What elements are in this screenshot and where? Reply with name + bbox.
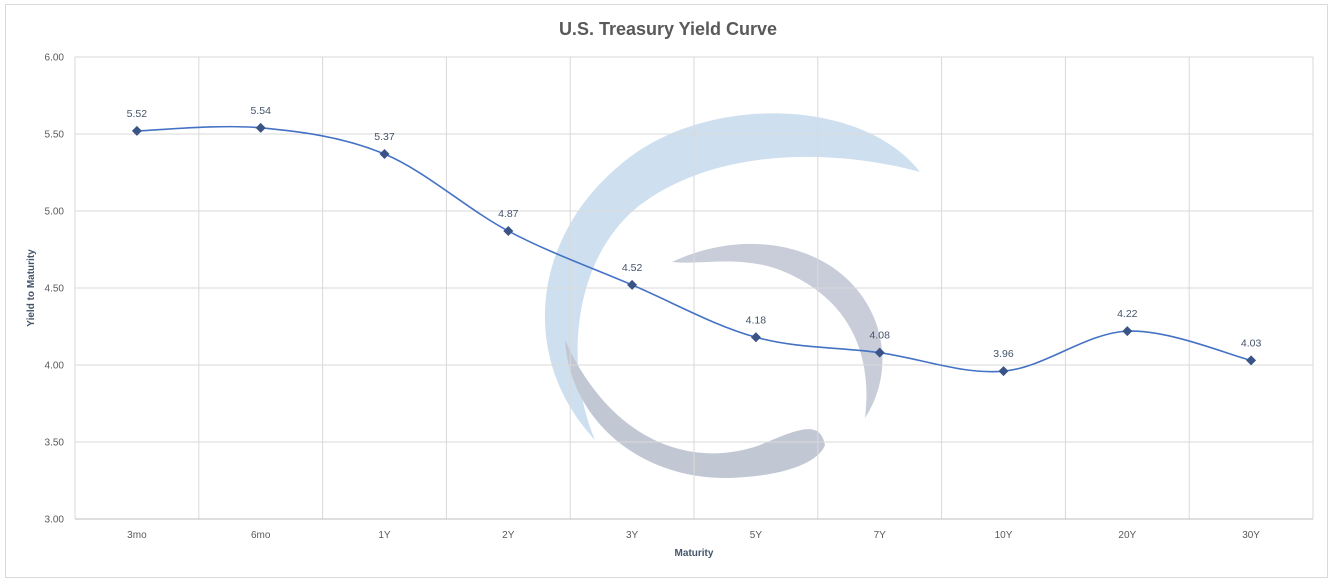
data-label: 3.96: [993, 348, 1014, 360]
data-point-marker: [131, 125, 142, 136]
x-tick-label: 10Y: [995, 530, 1013, 541]
x-tick-label: 1Y: [378, 530, 391, 541]
chart-frame: [5, 4, 1328, 578]
y-tick-label: 5.50: [45, 130, 65, 141]
x-tick-label: 7Y: [874, 530, 887, 541]
watermark-inner-arc: [672, 243, 883, 418]
data-label: 4.18: [746, 314, 767, 326]
data-label: 4.87: [498, 208, 519, 220]
data-point-marker: [874, 347, 885, 358]
data-point-marker: [750, 332, 761, 343]
data-labels: 5.52 5.54 5.37 4.87 4.52 4.18 4.08 3.96 4.22 4.03: [127, 105, 1262, 360]
y-tick-label: 6.00: [45, 53, 65, 64]
data-point-marker: [627, 279, 638, 290]
y-axis-ticks: 3.00 3.50 4.00 4.50 5.00 5.50 6.00: [45, 53, 65, 526]
data-label: 4.03: [1241, 337, 1262, 349]
series-line: [136, 125, 1252, 373]
x-tick-label: 5Y: [750, 530, 763, 541]
data-point-marker: [1122, 326, 1133, 337]
y-tick-label: 4.00: [45, 361, 65, 372]
x-tick-label: 30Y: [1242, 530, 1260, 541]
x-tick-label: 2Y: [502, 530, 515, 541]
data-point-marker: [998, 366, 1009, 377]
data-label: 4.22: [1117, 308, 1138, 320]
x-tick-label: 3mo: [127, 530, 147, 541]
data-label: 5.54: [250, 105, 271, 117]
data-point-marker: [503, 226, 514, 237]
watermark-logo: [544, 113, 920, 479]
data-label: 5.37: [374, 131, 395, 143]
x-axis-ticks: 3mo 6mo 1Y 2Y 3Y 5Y 7Y 10Y 20Y 30Y: [127, 530, 1260, 541]
x-axis-label: Maturity: [675, 548, 714, 559]
y-tick-label: 3.00: [45, 515, 65, 526]
watermark-lower-arc: [565, 340, 825, 479]
data-label: 4.52: [622, 262, 643, 274]
data-point-marker: [1246, 355, 1257, 366]
chart-title: U.S. Treasury Yield Curve: [559, 19, 777, 39]
data-point-marker: [255, 122, 266, 133]
y-axis-label: Yield to Maturity: [26, 249, 37, 327]
watermark-outer-arc: [544, 113, 920, 440]
x-tick-label: 3Y: [626, 530, 639, 541]
x-tick-label: 6mo: [251, 530, 271, 541]
data-point-marker: [379, 149, 390, 160]
series-markers: [131, 122, 1257, 377]
y-tick-label: 3.50: [45, 438, 65, 449]
x-tick-label: 20Y: [1118, 530, 1136, 541]
y-tick-label: 5.00: [45, 207, 65, 218]
data-label: 5.52: [127, 108, 148, 120]
y-tick-label: 4.50: [45, 284, 65, 295]
data-label: 4.08: [869, 330, 890, 342]
